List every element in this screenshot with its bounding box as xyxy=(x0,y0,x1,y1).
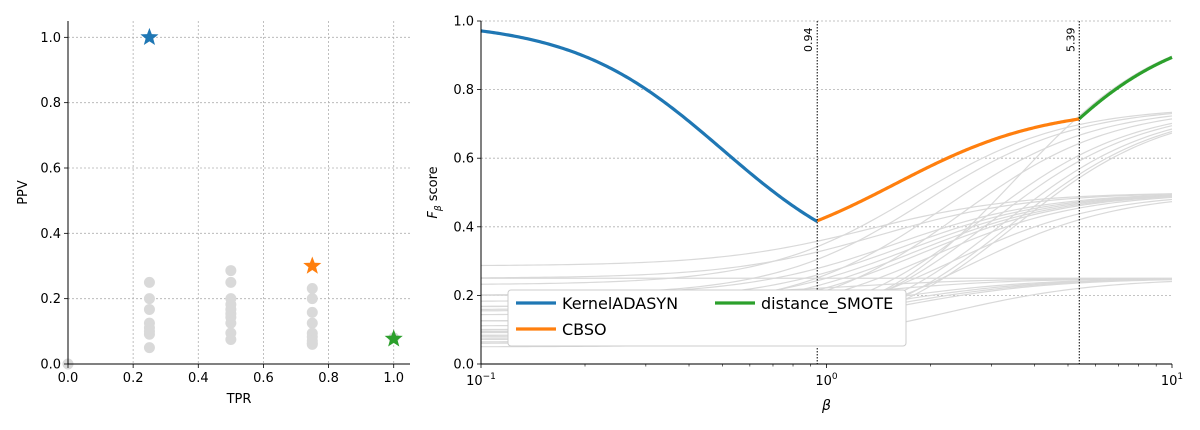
scatter-background-point xyxy=(306,283,318,295)
scatter-background-point xyxy=(143,293,155,305)
scatter-background-point xyxy=(143,342,155,354)
line-background-curve xyxy=(480,111,1173,285)
scatter-x-tick-label: 0.2 xyxy=(123,371,144,386)
line-y-axis-label: Fβ score xyxy=(426,166,444,218)
line-y-label-sub: β xyxy=(434,205,444,212)
scatter-x-tick-label: 0.6 xyxy=(253,371,274,386)
scatter-highlight-star xyxy=(140,27,159,46)
line-vertical-marker-label: 5.39 xyxy=(1064,28,1077,53)
line-x-tick-exponent: −1 xyxy=(483,372,496,382)
line-y-label-suffix: score xyxy=(426,166,441,205)
line-y-tick-label: 1.0 xyxy=(453,15,474,30)
line-series-distance-smote xyxy=(1078,55,1173,120)
line-x-tick-exponent: 0 xyxy=(832,372,838,382)
legend-frame xyxy=(507,289,907,347)
line-series-kerneladasyn xyxy=(480,29,819,223)
line-y-tick-label: 0.6 xyxy=(453,152,474,167)
line-axes xyxy=(477,20,1173,368)
scatter-x-axis-label: TPR xyxy=(226,392,252,407)
scatter-background-point xyxy=(225,276,237,288)
line-x-tick-base: 10 xyxy=(466,374,483,389)
scatter-background-point xyxy=(306,338,318,350)
scatter-axes xyxy=(64,21,410,368)
scatter-tick-labels: 0.0 0.2 0.4 0.6 0.8 1.0 0.0 0.2 0.4 0.6 0.8 1.0 xyxy=(40,31,404,386)
scatter-y-tick-label: 0.6 xyxy=(40,162,61,177)
scatter-y-tick-label: 0.0 xyxy=(40,358,61,373)
line-y-tick-label: 0.2 xyxy=(453,289,474,304)
line-tick-labels: 0.00.20.40.60.81.010−1 100 101 xyxy=(453,15,1183,390)
line-y-tick-label: 0.8 xyxy=(453,83,474,98)
scatter-y-axis-label: PPV xyxy=(16,180,31,205)
scatter-background-point xyxy=(306,293,318,305)
line-x-tick-label: 101 xyxy=(1161,372,1183,389)
scatter-y-tick-label: 0.8 xyxy=(40,96,61,111)
scatter-x-tick-label: 0.8 xyxy=(318,371,339,386)
legend-label: distance_SMOTE xyxy=(761,294,893,314)
scatter-y-tick-label: 0.4 xyxy=(40,227,61,242)
line-background-curve xyxy=(480,193,1173,279)
scatter-background-point xyxy=(225,317,237,329)
line-x-tick-exponent: 1 xyxy=(1177,372,1183,382)
scatter-x-tick-label: 1.0 xyxy=(383,371,404,386)
line-y-tick-label: 0.4 xyxy=(453,220,474,235)
scatter-background-point xyxy=(143,303,155,315)
scatter-y-tick-label: 0.2 xyxy=(40,292,61,307)
scatter-y-tick-label: 1.0 xyxy=(40,31,61,46)
scatter-background-points xyxy=(62,265,400,370)
line-x-tick-label: 100 xyxy=(815,372,838,389)
scatter-highlight-star xyxy=(384,329,403,347)
line-vertical-marker-label: 0.94 xyxy=(802,28,815,53)
scatter-chart-tpr-ppv: 0.0 0.2 0.4 0.6 0.8 1.0 0.0 0.2 0.4 0.6 0.8 1.0 TPR… xyxy=(16,21,410,407)
line-x-tick-base: 10 xyxy=(1161,374,1178,389)
scatter-x-tick-label: 0.4 xyxy=(188,371,209,386)
line-series-cbso xyxy=(816,117,1080,223)
legend-label: CBSO xyxy=(562,320,607,339)
line-y-tick-label: 0.0 xyxy=(453,358,474,373)
scatter-x-tick-label: 0.0 xyxy=(58,371,79,386)
line-chart-fbeta: 0.94 5.39 0.00.20.40.60.81.010−1 100 101 β … xyxy=(426,15,1183,415)
scatter-highlight-star xyxy=(303,256,322,274)
line-background-curve xyxy=(480,193,1173,267)
line-series xyxy=(480,29,1173,223)
line-x-tick-base: 10 xyxy=(815,374,832,389)
scatter-highlight-stars xyxy=(140,27,403,347)
scatter-background-point xyxy=(225,334,237,345)
scatter-background-point xyxy=(306,306,318,318)
line-y-label-f: F xyxy=(426,211,441,219)
line-legend: KernelADASYN CBSO distance_SMOTE xyxy=(507,289,907,347)
scatter-background-point xyxy=(143,328,155,340)
line-x-axis-label: β xyxy=(821,398,831,414)
line-background-curve xyxy=(480,194,1173,302)
scatter-grid xyxy=(67,21,410,365)
scatter-background-point xyxy=(306,317,318,329)
line-x-tick-label: 10−1 xyxy=(466,372,496,389)
legend-label: KernelADASYN xyxy=(562,294,678,313)
scatter-background-point xyxy=(225,265,237,277)
scatter-background-point xyxy=(143,276,155,288)
